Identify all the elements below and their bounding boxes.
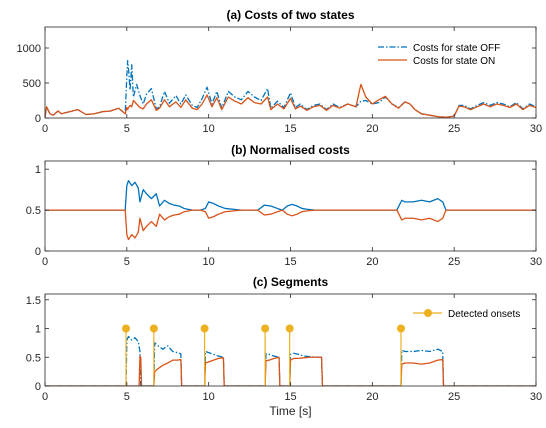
legend-label: Detected onsets bbox=[448, 309, 520, 320]
x-tick-label: 15 bbox=[284, 123, 296, 135]
x-tick-label: 10 bbox=[203, 391, 215, 403]
x-tick-label: 10 bbox=[203, 123, 215, 135]
x-tick-label: 10 bbox=[203, 256, 215, 268]
y-tick-label: 0 bbox=[35, 381, 41, 393]
axes-frame bbox=[44, 160, 537, 252]
onset-marker bbox=[261, 324, 270, 333]
x-tick-label: 0 bbox=[42, 123, 48, 135]
series-line-1 bbox=[45, 59, 536, 118]
panel-title: (b) Normalised costs bbox=[231, 143, 350, 157]
x-tick-label: 0 bbox=[42, 256, 48, 268]
panel-3: (c) Segments 0 5 10 15 20 25 30 0 0.5 1 1.5 Time [s]… bbox=[26, 275, 542, 418]
x-tick-label: 20 bbox=[366, 256, 378, 268]
x-tick-label: 20 bbox=[366, 391, 378, 403]
x-tick-label: 5 bbox=[124, 391, 130, 403]
y-tick-label: 0.5 bbox=[26, 352, 41, 364]
panel-title: (a) Costs of two states bbox=[226, 8, 354, 22]
legend-box bbox=[410, 303, 530, 321]
legend-box bbox=[375, 37, 530, 67]
x-tick-label: 25 bbox=[448, 123, 460, 135]
x-tick-label: 5 bbox=[124, 123, 130, 135]
panel-1: (a) Costs of two states 0 5 10 15 20 25 30 0 500 1… bbox=[17, 8, 543, 135]
series-line-2 bbox=[45, 355, 536, 386]
legend-label: Costs for state OFF bbox=[413, 43, 500, 54]
x-tick-label: 30 bbox=[530, 123, 542, 135]
series-line-1 bbox=[45, 335, 536, 386]
x-axis-label: Time [s] bbox=[269, 404, 311, 418]
legend-marker bbox=[424, 309, 432, 317]
y-tick-label: 1000 bbox=[17, 43, 41, 55]
x-tick-label: 15 bbox=[284, 256, 296, 268]
x-tick-label: 25 bbox=[448, 256, 460, 268]
x-tick-label: 25 bbox=[448, 391, 460, 403]
x-tick-label: 30 bbox=[530, 391, 542, 403]
y-tick-label: 0 bbox=[35, 113, 41, 125]
y-tick-label: 1 bbox=[35, 164, 41, 176]
x-tick-label: 5 bbox=[124, 256, 130, 268]
y-tick-label: 1 bbox=[35, 324, 41, 336]
x-tick-label: 20 bbox=[366, 123, 378, 135]
onset-marker bbox=[285, 324, 294, 333]
series-line-2 bbox=[45, 209, 536, 241]
y-tick-label: 1.5 bbox=[26, 295, 41, 307]
onset-marker bbox=[122, 324, 131, 333]
y-tick-label: 500 bbox=[23, 78, 41, 90]
onset-marker bbox=[200, 324, 209, 333]
panel-title: (c) Segments bbox=[253, 275, 329, 289]
plot-area bbox=[45, 179, 536, 241]
x-tick-label: 0 bbox=[42, 391, 48, 403]
onset-marker bbox=[149, 324, 158, 333]
legend-label: Costs for state ON bbox=[413, 56, 495, 67]
x-tick-label: 30 bbox=[530, 256, 542, 268]
x-tick-label: 15 bbox=[284, 391, 296, 403]
series-line-1 bbox=[45, 179, 536, 211]
plot-area bbox=[45, 328, 536, 386]
series-line-2 bbox=[45, 83, 536, 118]
y-tick-label: 0.5 bbox=[26, 205, 41, 217]
plot-area bbox=[45, 59, 536, 118]
y-tick-label: 0 bbox=[35, 246, 41, 258]
panel-2: (b) Normalised costs 0 5 10 15 20 25 30 0 0.5 1 bbox=[26, 143, 542, 268]
legend: Detected onsets bbox=[410, 303, 530, 321]
legend: Costs for state OFF Costs for state ON bbox=[375, 37, 530, 67]
onset-marker bbox=[396, 324, 405, 333]
